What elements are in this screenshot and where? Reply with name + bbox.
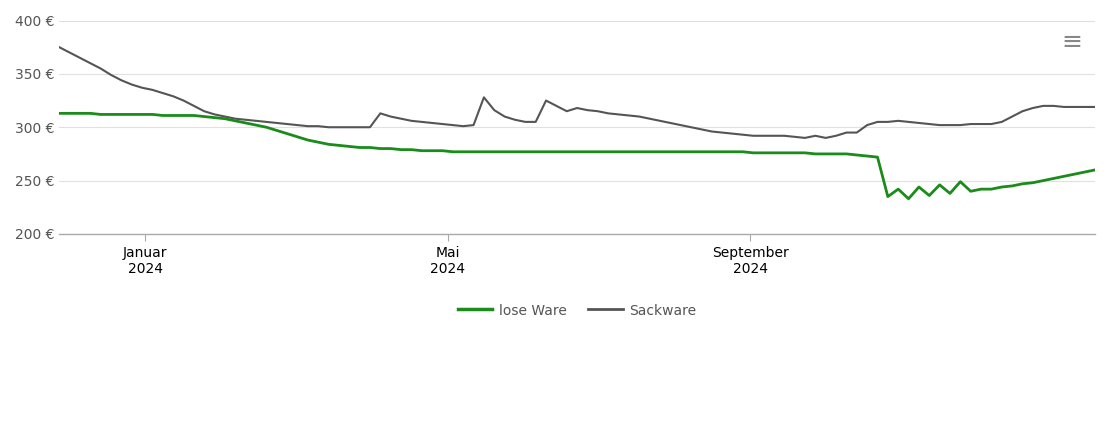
Text: ≡: ≡	[1061, 30, 1082, 54]
Legend: lose Ware, Sackware: lose Ware, Sackware	[452, 298, 703, 323]
